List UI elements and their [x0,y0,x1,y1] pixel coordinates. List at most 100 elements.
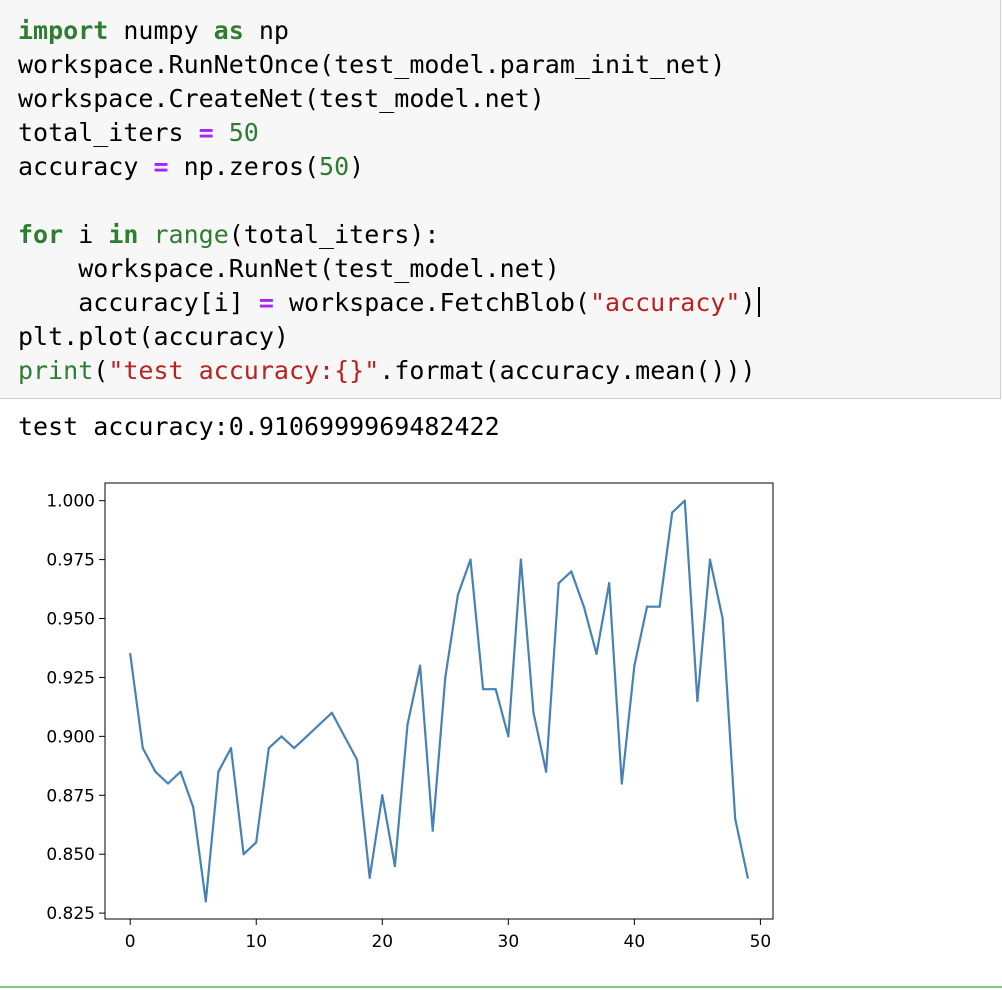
code-token: (total_iters): [228,220,440,249]
data-point [620,782,623,785]
data-point [595,652,598,655]
data-point [721,617,724,620]
data-point [129,652,132,655]
data-point [532,711,535,714]
data-point [545,770,548,773]
data-point [431,829,434,832]
code-token: ( [93,356,109,385]
code-token: np [243,16,289,45]
code-line: workspace.CreateNet(test_model.net) [18,82,760,116]
data-point [557,582,560,585]
code-token [214,118,229,147]
code-token: .format(accuracy.mean())) [379,356,756,385]
data-point [255,841,258,844]
code-token: "test accuracy:{}" [108,356,380,385]
data-point [166,782,170,785]
code-token: i [63,220,109,249]
code-token: print [18,356,94,385]
data-point [456,593,460,597]
data-point [192,805,195,809]
code-token: for [18,220,64,249]
data-point [696,699,699,703]
data-point [204,900,207,903]
code-token: workspace.FetchBlob( [273,288,590,317]
data-point [444,676,447,679]
code-token: accuracy[i] [18,288,259,317]
data-point [393,864,396,868]
y-tick-label: 0.950 [46,610,95,630]
code-token: import [18,16,109,45]
code-token: plt.plot(accuracy) [18,322,289,351]
y-tick-label: 1.000 [46,492,95,512]
data-point [658,605,661,608]
data-point [368,876,371,879]
output-text: test accuracy:0.9106999969482422 [18,412,500,441]
data-point [734,817,737,820]
code-line: print("test accuracy:{}".format(accuracy… [18,354,760,388]
x-tick-label: 40 [624,932,646,952]
code-line: accuracy[i] = workspace.FetchBlob("accur… [18,286,760,320]
code-token: 50 [319,152,350,181]
data-point [267,747,270,750]
code-token: 50 [228,118,259,147]
code-cell[interactable]: import numpy as np workspace.RunNetOnce(t… [0,0,1001,399]
data-point [179,770,182,773]
y-tick-label: 0.875 [46,786,95,806]
data-point [708,558,712,561]
x-tick-label: 50 [750,932,772,952]
code-line: total_iters = 50 [18,116,760,150]
y-tick-label: 0.900 [46,727,95,747]
y-tick-label: 0.850 [46,845,95,865]
cell-divider [0,986,1002,988]
data-point [469,558,472,561]
code-token: accuracy [18,152,154,181]
y-tick-label: 0.925 [46,668,95,688]
data-point [154,770,157,773]
data-point [318,723,321,726]
code-token: "accuracy" [589,288,741,317]
plot-frame [104,482,774,920]
x-tick-label: 10 [245,932,267,952]
y-tick-label: 0.825 [46,904,95,924]
code-line: for i in range(total_iters): [18,218,760,252]
data-point [242,853,245,856]
data-point [141,747,144,750]
code-line [18,184,760,218]
data-point [582,605,586,608]
data-point [418,664,422,667]
data-point [355,758,359,762]
data-point [229,747,233,750]
data-point [633,664,636,667]
code-token: workspace.CreateNet(test_model.net) [18,84,545,113]
data-point [570,570,573,573]
code-token: total_iters [18,118,199,147]
code-token: numpy [108,16,214,45]
data-point [330,711,333,714]
x-tick-label: 30 [498,932,520,952]
code-token: workspace.RunNetOnce(test_model.param_in… [18,50,726,79]
data-point [671,511,674,514]
data-point [343,735,346,738]
code-token: ) [740,288,756,317]
code-token: np.zeros( [168,152,320,181]
data-point [217,770,220,773]
data-point [746,876,749,879]
accuracy-series-line [129,499,749,903]
code-token: workspace.RunNet(test_model.net) [18,254,560,283]
x-tick-label: 20 [371,932,393,952]
code-editor[interactable]: import numpy as np workspace.RunNetOnce(t… [18,14,760,388]
code-line: import numpy as np [18,14,760,48]
data-point [406,723,409,726]
y-tick-label: 0.975 [46,551,95,571]
code-token: ) [349,152,365,181]
data-point [482,688,485,691]
data-point [645,605,649,608]
code-token: = [198,118,214,147]
code-line: plt.plot(accuracy) [18,320,760,354]
data-point [507,735,510,738]
text-cursor [757,287,760,317]
data-point [305,735,308,738]
accuracy-line-chart: 0.825 0.850 0.875 0.900 0.925 0.950 0.975 1.000… [46,482,774,952]
data-point [683,499,686,502]
code-token: = [153,152,169,181]
